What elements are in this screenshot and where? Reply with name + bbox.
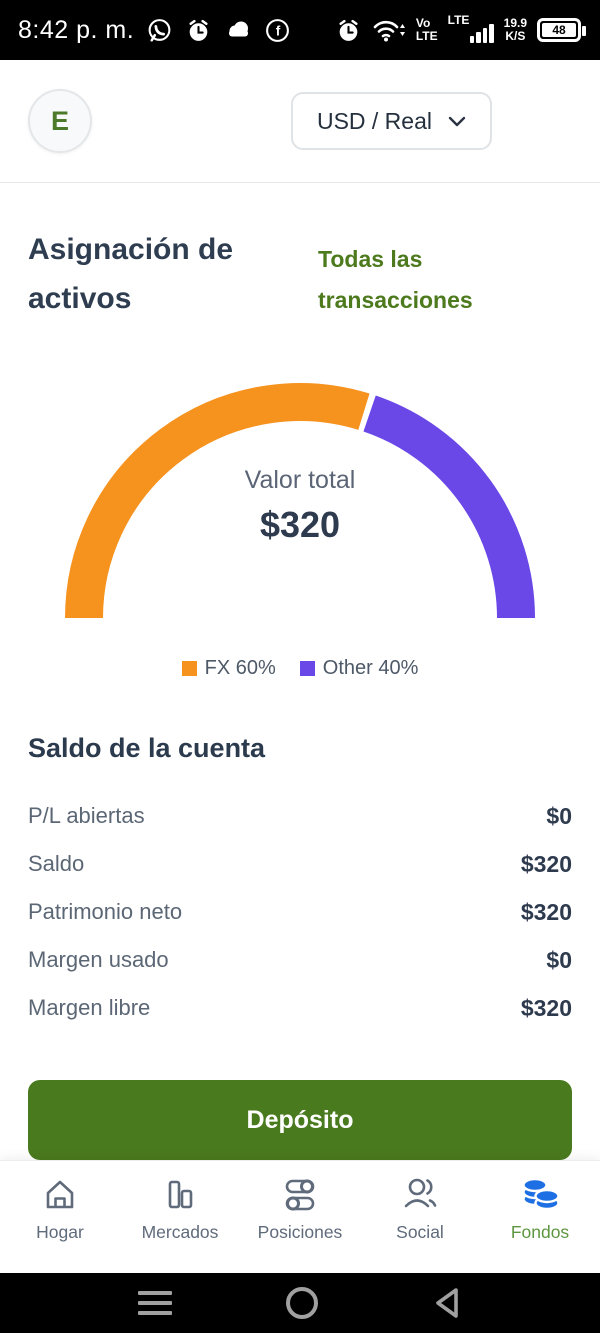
balance-section-title: Saldo de la cuenta (28, 733, 266, 763)
row-value: $0 (546, 946, 572, 973)
whatsapp-icon (148, 18, 171, 42)
balance-row-used-margin: Margen usado $0 (28, 936, 572, 984)
network-speed: 19.9 K/S (503, 16, 527, 43)
bar-chart-icon (168, 1180, 193, 1209)
nav-label-funds: Social (396, 1222, 444, 1242)
row-label: Margen usado (28, 947, 169, 972)
alarm-clock-icon (189, 19, 208, 41)
account-balance-section: Saldo de la cuenta P/L abiertas $0 Saldo… (0, 730, 600, 1032)
app-header: E USD / Real (0, 60, 600, 182)
gauge-arc-fx (65, 383, 370, 619)
android-navigation-bar (0, 1273, 600, 1333)
balance-row-open-pl: P/L abiertas $0 (28, 792, 572, 840)
cellular-signal-icon: LTE (448, 14, 494, 46)
alarm-clock-status-icon (339, 19, 358, 41)
coins-icon (522, 1177, 560, 1211)
gauge-arc-other (363, 395, 535, 619)
battery-percent: 48 (542, 23, 576, 37)
balance-rows: P/L abiertas $0 Saldo $320 Patrimonio ne… (28, 792, 572, 1032)
legend-item-other: Other 40% (299, 657, 419, 680)
chart-legend: FX 60% Other 40% (0, 657, 600, 680)
home-icon (46, 1180, 74, 1209)
legend-swatch-other (299, 661, 315, 676)
balance-row-free-margin: Margen libre $320 (28, 984, 572, 1032)
row-label: Margen libre (28, 995, 151, 1020)
nav-label-positions: Posiciones (257, 1222, 343, 1242)
chevron-down-icon (448, 116, 466, 126)
nav-label-home: Hogar (36, 1222, 84, 1242)
nav-item-home[interactable]: Hogar (0, 1175, 120, 1273)
nav-item-social[interactable]: Social (360, 1175, 480, 1273)
home-button[interactable] (286, 1287, 318, 1319)
deposit-button[interactable]: Depósito (28, 1080, 572, 1160)
clock-text: 8:42 p. m. (18, 15, 135, 44)
row-label: Patrimonio neto (28, 899, 183, 924)
back-button[interactable] (432, 1286, 462, 1320)
cloud-icon (229, 21, 249, 37)
page-title: Asignación de activos (28, 233, 234, 315)
balance-row-net-equity: Patrimonio neto $320 (28, 888, 572, 936)
legend-label-fx: FX 60% (204, 657, 276, 679)
row-label: Saldo (28, 851, 85, 876)
nav-item-funds[interactable]: Fondos (480, 1175, 600, 1273)
battery-icon: 48 (537, 18, 586, 42)
row-value: $320 (520, 994, 572, 1021)
asset-allocation-chart: Valor total $320 (0, 371, 600, 621)
recents-button[interactable] (138, 1291, 172, 1315)
status-bar-right: Vo LTE LTE 19.9 K/S 48 (335, 14, 586, 46)
currency-selector-label: USD / Real (316, 107, 432, 134)
toggles-icon (285, 1179, 315, 1211)
nav-item-markets[interactable]: Mercados (120, 1175, 240, 1273)
nav-item-positions[interactable]: Posiciones (240, 1175, 360, 1273)
all-transactions-link[interactable]: Todas las transacciones (318, 246, 473, 313)
legend-swatch-fx (181, 661, 197, 676)
balance-row-balance: Saldo $320 (28, 840, 572, 888)
row-value: $0 (546, 802, 572, 829)
wifi-icon (373, 20, 405, 42)
people-icon (404, 1178, 437, 1208)
gauge-center: Valor total $320 (0, 466, 600, 546)
gauge-svg (65, 383, 535, 619)
volte-indicator: Vo LTE (415, 16, 438, 43)
total-value-amount: $320 (259, 504, 341, 545)
row-value: $320 (520, 898, 572, 925)
header-divider (0, 182, 600, 183)
nav-label-markets: Mercados (141, 1222, 219, 1242)
back-triangle-icon (436, 1288, 458, 1318)
row-label: P/L abiertas (28, 803, 145, 828)
bottom-navigation: Hogar Mercados Posiciones (0, 1160, 600, 1273)
legend-item-fx: FX 60% (181, 657, 276, 680)
home-circle-icon (286, 1287, 318, 1319)
nav-label-fondos: Fondos (510, 1222, 570, 1242)
status-bar-left: 8:42 p. m. f (18, 16, 291, 45)
avatar-letter: E (50, 105, 69, 136)
allocation-header: Asignación de activos Todas las transacc… (0, 183, 600, 323)
row-value: $320 (520, 850, 572, 877)
status-bar: 8:42 p. m. f (0, 0, 600, 60)
avatar[interactable]: E (28, 89, 92, 153)
legend-label-other: Other 40% (322, 657, 419, 679)
currency-selector[interactable]: USD / Real (290, 92, 492, 150)
facebook-icon: f (266, 18, 290, 42)
total-value-label: Valor total (244, 466, 356, 494)
svg-text:f: f (276, 23, 281, 38)
